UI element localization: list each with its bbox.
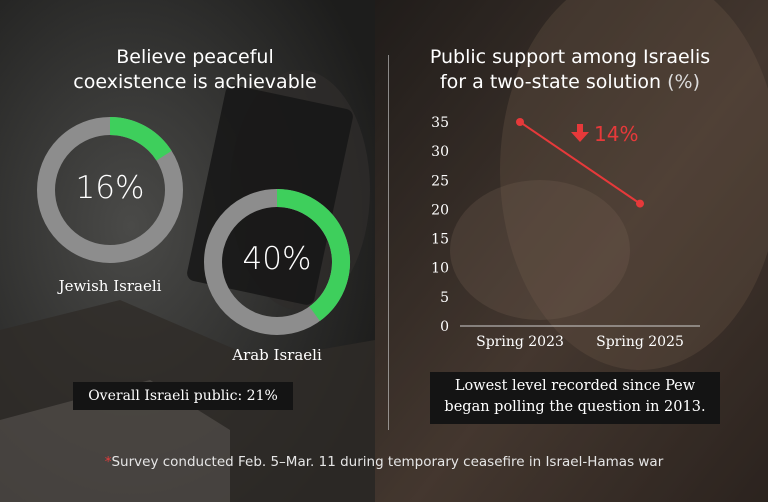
right-title-line1: Public support among Israelis xyxy=(429,46,711,68)
donut-value-jewish-israeli: 16% xyxy=(75,170,145,206)
donut-slice-arab-israeli xyxy=(276,189,350,322)
panel-divider xyxy=(388,55,389,430)
data-point xyxy=(636,199,644,208)
y-tick-label: 10 xyxy=(431,261,449,277)
x-tick-label: Spring 2025 xyxy=(596,334,684,350)
data-points xyxy=(516,118,644,208)
y-tick-label: 15 xyxy=(431,232,449,248)
donut-label-arab-israeli: Arab Israeli xyxy=(232,346,322,364)
y-tick-label: 20 xyxy=(431,202,449,218)
right-title-unit: (%) xyxy=(667,71,701,93)
left-panel-title: Believe peaceful coexistence is achievab… xyxy=(40,45,350,95)
down-arrow-icon xyxy=(571,124,589,142)
note-line2: began polling the question in 2013. xyxy=(444,399,706,415)
note-line1: Lowest level recorded since Pew xyxy=(454,378,696,394)
donut-slice-jewish-israeli xyxy=(109,117,172,161)
trend-line xyxy=(519,121,641,205)
donut-value-arab-israeli: 40% xyxy=(242,241,312,277)
x-tick-label: Spring 2023 xyxy=(476,334,564,350)
change-callout: 14% xyxy=(594,122,638,146)
left-title-line2: coexistence is achievable xyxy=(73,71,317,93)
y-tick-label: 5 xyxy=(440,290,449,306)
y-tick-label: 0 xyxy=(440,319,449,335)
data-point xyxy=(516,118,524,126)
left-title-line1: Believe peaceful xyxy=(116,46,274,68)
y-tick-label: 35 xyxy=(431,115,449,131)
lowest-level-note: Lowest level recorded since Pew began po… xyxy=(430,372,720,424)
donut-chart xyxy=(37,117,350,335)
footnote-asterisk: * xyxy=(104,454,112,470)
right-panel-title: Public support among Israelis for a two-… xyxy=(405,45,735,95)
y-tick-label: 30 xyxy=(431,144,449,160)
y-tick-label: 25 xyxy=(431,173,449,189)
footnote-text: Survey conducted Feb. 5–Mar. 11 during t… xyxy=(111,454,664,470)
overall-public-note: Overall Israeli public: 21% xyxy=(73,382,293,410)
x-axis-ticks: Spring 2023 Spring 2025 xyxy=(476,334,684,350)
line-chart: 0 5 10 15 20 25 30 35 Spring 2023 Spring 2025 14… xyxy=(431,115,700,350)
footnote: *Survey conducted Feb. 5–Mar. 11 during … xyxy=(0,454,768,470)
y-axis-ticks: 0 5 10 15 20 25 30 35 xyxy=(431,115,449,335)
donut-label-jewish-israeli: Jewish Israeli xyxy=(58,277,162,295)
right-title-line2: for a two-state solution xyxy=(439,71,662,93)
